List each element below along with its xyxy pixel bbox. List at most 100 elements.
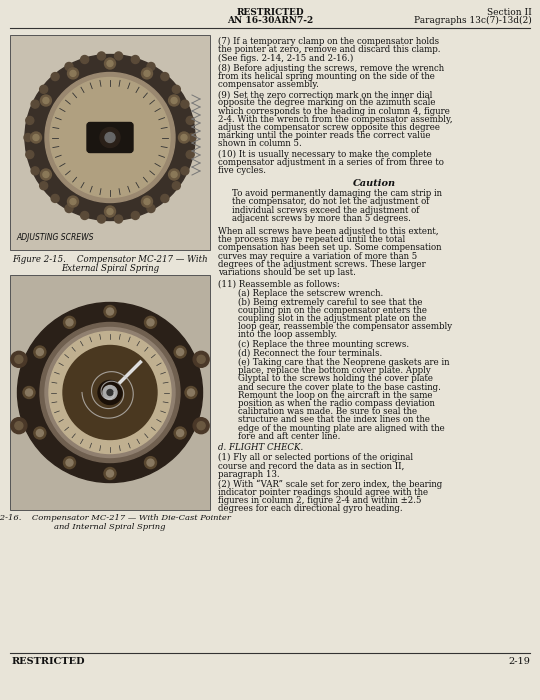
Circle shape <box>181 134 187 141</box>
Text: ADJUSTING SCREWS: ADJUSTING SCREWS <box>16 233 93 242</box>
Circle shape <box>131 55 139 64</box>
Circle shape <box>36 349 43 356</box>
Circle shape <box>70 199 76 204</box>
Circle shape <box>106 470 113 477</box>
Circle shape <box>31 100 39 108</box>
Circle shape <box>147 319 154 326</box>
Circle shape <box>24 134 32 141</box>
Text: coupling pin on the compensator enters the: coupling pin on the compensator enters t… <box>238 306 427 315</box>
Circle shape <box>51 195 59 202</box>
Circle shape <box>172 182 180 190</box>
Text: calibration was made. Be sure to seal the: calibration was made. Be sure to seal th… <box>238 407 417 416</box>
Text: course and record the data as in section II,: course and record the data as in section… <box>218 461 404 470</box>
Circle shape <box>177 349 184 356</box>
Text: shown in column 5.: shown in column 5. <box>218 139 302 148</box>
Text: indicator pointer readings should agree with the: indicator pointer readings should agree … <box>218 488 428 497</box>
Circle shape <box>68 196 78 207</box>
Circle shape <box>40 169 51 180</box>
Text: and Internal Spiral Spring: and Internal Spiral Spring <box>54 523 166 531</box>
Circle shape <box>80 55 89 64</box>
Circle shape <box>36 430 43 437</box>
Circle shape <box>43 172 49 178</box>
Circle shape <box>172 85 180 93</box>
Circle shape <box>147 204 155 213</box>
Circle shape <box>66 319 73 326</box>
Circle shape <box>168 95 180 106</box>
Text: individual screws exceed the adjustment of: individual screws exceed the adjustment … <box>232 206 420 215</box>
Circle shape <box>181 100 189 108</box>
Circle shape <box>45 328 175 458</box>
Ellipse shape <box>17 302 202 482</box>
Circle shape <box>197 356 205 363</box>
Circle shape <box>105 132 115 143</box>
Text: External Spiral Spring: External Spiral Spring <box>61 264 159 273</box>
Circle shape <box>186 116 194 125</box>
Circle shape <box>31 167 39 175</box>
Text: AN 16-30ARN7-2: AN 16-30ARN7-2 <box>227 16 313 25</box>
Circle shape <box>186 150 194 158</box>
Text: degrees of the adjustment screws. These larger: degrees of the adjustment screws. These … <box>218 260 426 269</box>
Circle shape <box>107 389 113 396</box>
Circle shape <box>30 132 42 143</box>
Text: compensator adjustment in a series of from three to: compensator adjustment in a series of fr… <box>218 158 444 167</box>
Circle shape <box>64 456 76 468</box>
Text: RESTRICTED: RESTRICTED <box>12 657 85 666</box>
Circle shape <box>40 95 51 106</box>
Circle shape <box>26 116 34 125</box>
Text: degrees for each directional gyro heading.: degrees for each directional gyro headin… <box>218 505 403 513</box>
Circle shape <box>188 134 196 141</box>
Text: (c) Replace the three mounting screws.: (c) Replace the three mounting screws. <box>238 340 409 349</box>
Circle shape <box>25 389 32 396</box>
Text: (See figs. 2-14, 2-15 and 2-16.): (See figs. 2-14, 2-15 and 2-16.) <box>218 53 353 62</box>
Circle shape <box>43 97 49 104</box>
Circle shape <box>144 199 150 204</box>
Text: the process may be repeated until the total: the process may be repeated until the to… <box>218 235 405 244</box>
Text: Remount the loop on the aircraft in the same: Remount the loop on the aircraft in the … <box>238 391 433 400</box>
Circle shape <box>105 58 116 69</box>
Text: from its helical spring mounting on the side of the: from its helical spring mounting on the … <box>218 72 435 80</box>
Circle shape <box>63 346 157 440</box>
Text: paragraph 13.: paragraph 13. <box>218 470 280 479</box>
Circle shape <box>171 172 177 178</box>
Text: opposite the degree marking on the azimuth scale: opposite the degree marking on the azimu… <box>218 99 435 107</box>
Circle shape <box>197 421 205 430</box>
Circle shape <box>66 459 73 466</box>
Circle shape <box>105 206 116 217</box>
Circle shape <box>70 71 76 76</box>
Circle shape <box>11 351 27 368</box>
Circle shape <box>39 182 48 190</box>
Text: (1) Fly all or selected portions of the original: (1) Fly all or selected portions of the … <box>218 453 413 462</box>
Ellipse shape <box>25 55 195 220</box>
Text: Figure 2-16.    Compensator MC-217 — With Die-Cast Pointer: Figure 2-16. Compensator MC-217 — With D… <box>0 514 231 522</box>
Text: To avoid permanently damaging the cam strip in: To avoid permanently damaging the cam st… <box>232 189 442 198</box>
Circle shape <box>23 386 35 398</box>
Circle shape <box>185 386 197 398</box>
Circle shape <box>179 132 190 143</box>
Circle shape <box>80 211 89 220</box>
Text: 2-4. With the wrench from the compensator assembly,: 2-4. With the wrench from the compensato… <box>218 115 453 124</box>
Circle shape <box>161 73 169 80</box>
Bar <box>10 35 210 250</box>
Text: into the loop assembly.: into the loop assembly. <box>238 330 337 340</box>
Circle shape <box>161 195 169 202</box>
Text: edge of the mounting plate are aligned with the: edge of the mounting plate are aligned w… <box>238 424 445 433</box>
Text: (d) Reconnect the four terminals.: (d) Reconnect the four terminals. <box>238 349 382 358</box>
Circle shape <box>33 134 39 141</box>
Circle shape <box>97 215 105 223</box>
Text: d. FLIGHT CHECK.: d. FLIGHT CHECK. <box>218 443 303 452</box>
Text: the pointer at zero, remove and discard this clamp.: the pointer at zero, remove and discard … <box>218 46 441 54</box>
Text: RESTRICTED: RESTRICTED <box>236 8 304 17</box>
Circle shape <box>181 167 189 175</box>
Circle shape <box>98 381 122 405</box>
Text: Section II: Section II <box>487 8 532 17</box>
Text: 2-19: 2-19 <box>508 657 530 666</box>
Text: (10) It is usually necessary to make the complete: (10) It is usually necessary to make the… <box>218 150 432 159</box>
Circle shape <box>26 150 34 158</box>
Text: coupling slot in the adjustment plate on the: coupling slot in the adjustment plate on… <box>238 314 427 323</box>
Circle shape <box>50 78 170 197</box>
Text: adjacent screws by more than 5 degrees.: adjacent screws by more than 5 degrees. <box>232 214 411 223</box>
Circle shape <box>114 52 123 60</box>
Text: the compensator, do not let the adjustment of: the compensator, do not let the adjustme… <box>232 197 429 206</box>
Text: (7) If a temporary clamp on the compensator holds: (7) If a temporary clamp on the compensa… <box>218 37 439 46</box>
Circle shape <box>131 211 139 220</box>
